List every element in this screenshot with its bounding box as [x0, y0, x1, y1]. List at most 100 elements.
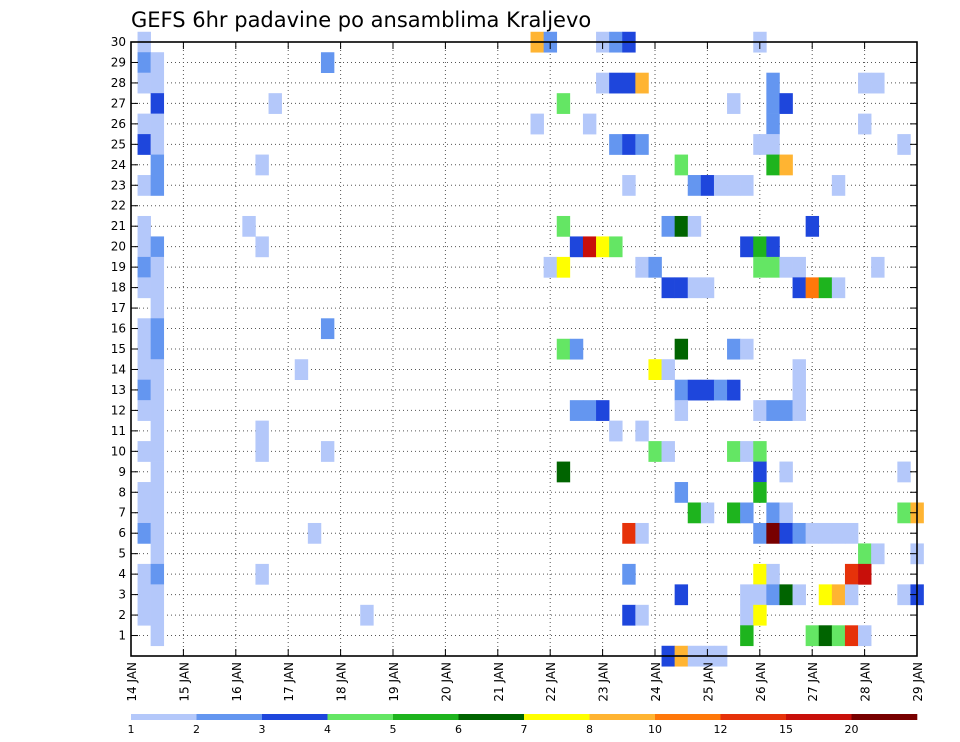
- heatmap-cell: [766, 154, 780, 176]
- heatmap-cell: [635, 604, 649, 626]
- x-tick-label: 27 JAN: [806, 662, 820, 702]
- heatmap-cell: [727, 502, 741, 524]
- heatmap-cell: [609, 236, 623, 258]
- legend-swatch: [393, 714, 459, 720]
- heatmap-cell: [727, 441, 741, 462]
- heatmap-cell: [661, 215, 675, 237]
- heatmap-cell: [150, 72, 165, 94]
- x-tick-label: 24 JAN: [649, 662, 663, 702]
- y-tick-label: 3: [118, 588, 126, 602]
- y-tick-label: 8: [118, 485, 126, 499]
- heatmap-cell: [727, 93, 741, 114]
- x-tick-label: 23 JAN: [597, 662, 611, 702]
- heatmap-cell: [897, 134, 911, 155]
- heatmap-cell: [674, 338, 689, 360]
- heatmap-cell: [137, 604, 151, 626]
- heatmap-cell: [753, 461, 767, 483]
- x-tick-label: 22 JAN: [544, 662, 558, 702]
- heatmap-cell: [137, 482, 151, 503]
- heatmap-cell: [609, 72, 623, 94]
- heatmap-cell: [320, 318, 335, 340]
- y-tick-label: 20: [111, 240, 126, 254]
- heatmap-cell: [150, 256, 165, 278]
- heatmap-cell: [897, 584, 911, 606]
- y-tick-label: 16: [111, 322, 126, 336]
- heatmap-cell: [648, 359, 662, 380]
- heatmap-cell: [792, 584, 806, 606]
- heatmap-cell: [622, 604, 636, 626]
- legend-label: 5: [390, 723, 397, 736]
- heatmap-cell: [713, 175, 728, 196]
- heatmap-cell: [818, 277, 833, 299]
- heatmap-cell: [753, 400, 767, 421]
- heatmap-cell: [805, 215, 820, 237]
- heatmap-cell: [792, 359, 806, 380]
- heatmap-cell: [766, 72, 780, 94]
- legend-swatch: [589, 714, 656, 720]
- heatmap-cell: [255, 441, 269, 462]
- heatmap-cell: [556, 256, 571, 278]
- heatmap-cell: [150, 482, 165, 503]
- heatmap-cell: [766, 134, 780, 155]
- heatmap-cell: [596, 400, 610, 421]
- heatmap-cell: [307, 522, 322, 544]
- heatmap-cell: [740, 338, 754, 360]
- heatmap-cell: [792, 522, 806, 544]
- heatmap-cell: [268, 93, 282, 114]
- heatmap-cell: [150, 543, 165, 565]
- heatmap-cell: [858, 72, 872, 94]
- grid-lines: [130, 41, 918, 656]
- heatmap-cell: [255, 563, 269, 585]
- heatmap-cell: [753, 522, 767, 544]
- heatmap-cell: [805, 277, 820, 299]
- heatmap-cell: [753, 256, 767, 278]
- legend-swatch: [458, 714, 525, 720]
- heatmap-cell: [897, 461, 911, 483]
- heatmap-cell: [137, 441, 151, 462]
- legend-label: 2: [193, 723, 200, 736]
- heatmap-cell: [740, 604, 754, 626]
- x-tick-label: 19 JAN: [387, 662, 401, 702]
- heatmap-cell: [137, 338, 151, 360]
- heatmap-cell: [150, 441, 165, 462]
- heatmap-cell: [871, 543, 885, 565]
- legend-label: 3: [259, 723, 266, 736]
- heatmap-cell: [137, 134, 151, 155]
- heatmap-cell: [792, 256, 806, 278]
- heatmap-cells: [137, 31, 924, 667]
- heatmap-cell: [674, 400, 689, 421]
- heatmap-cell: [648, 256, 662, 278]
- x-tick-label: 14 JAN: [125, 662, 139, 702]
- legend-label: 4: [324, 723, 331, 736]
- heatmap-cell: [792, 277, 806, 299]
- heatmap-cell: [687, 379, 702, 401]
- heatmap-cell: [700, 379, 715, 401]
- heatmap-cell: [150, 359, 165, 380]
- heatmap-cell: [674, 379, 689, 401]
- y-tick-label: 29: [111, 55, 126, 69]
- legend-swatch: [655, 714, 721, 720]
- heatmap-cell: [674, 482, 689, 503]
- heatmap-cell: [242, 215, 256, 237]
- heatmap-cell: [556, 93, 571, 114]
- heatmap-cell: [150, 93, 165, 114]
- legend-swatch: [524, 714, 590, 720]
- heatmap-cell: [766, 93, 780, 114]
- heatmap-cell: [766, 256, 780, 278]
- heatmap-cell: [661, 359, 675, 380]
- heatmap-cell: [543, 256, 558, 278]
- y-tick-label: 17: [111, 301, 126, 315]
- heatmap-cell: [530, 113, 544, 135]
- legend-label: 8: [586, 723, 593, 736]
- heatmap-cell: [556, 338, 571, 360]
- heatmap-cell: [766, 400, 780, 421]
- heatmap-cell: [150, 154, 165, 176]
- color-legend: 1 2 3 4 5 6 7 8 10 12 15 20: [128, 714, 918, 736]
- heatmap-cell: [137, 256, 151, 278]
- heatmap-cell: [360, 604, 374, 626]
- heatmap-cell: [137, 113, 151, 135]
- x-axis-ticks: 14 JAN 15 JAN 16 JAN 17 JAN 18 JAN 19 JAN 20 J…: [125, 42, 925, 702]
- heatmap-cell: [255, 420, 269, 442]
- heatmap-cell: [582, 236, 597, 258]
- heatmap-cell: [753, 584, 767, 606]
